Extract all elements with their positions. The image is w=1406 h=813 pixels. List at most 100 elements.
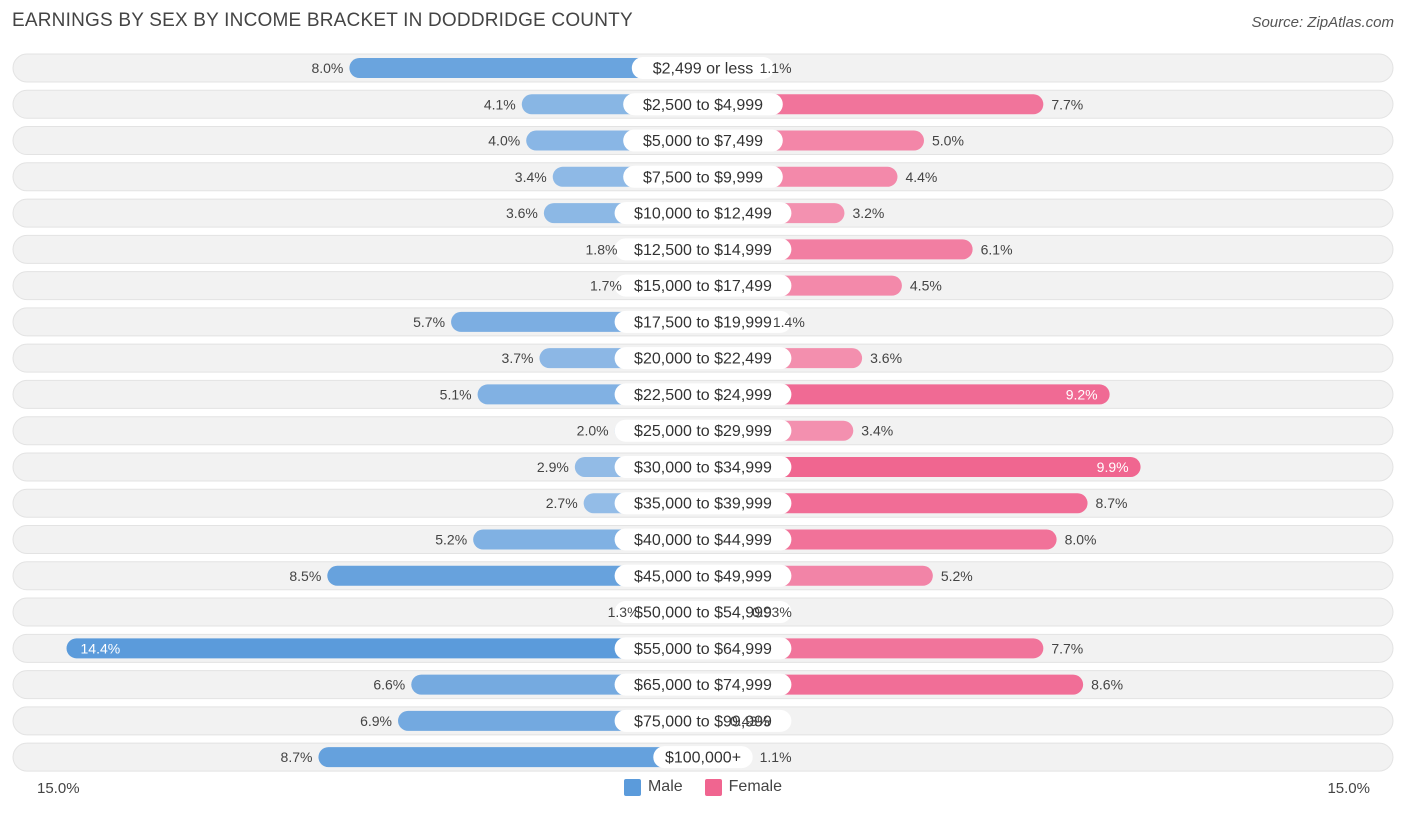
value-label-male: 2.0% <box>577 423 609 439</box>
value-label-male: 8.0% <box>311 60 343 76</box>
category-label: $45,000 to $49,999 <box>634 568 772 585</box>
category-label-pill <box>614 637 792 660</box>
value-label-male: 6.6% <box>373 677 405 693</box>
value-label-male: 3.4% <box>515 169 547 185</box>
category-label: $12,500 to $14,999 <box>634 242 772 259</box>
category-label-pill <box>614 202 792 225</box>
category-label: $65,000 to $74,999 <box>634 677 772 694</box>
value-label-female: 9.2% <box>1066 386 1098 402</box>
value-label-female: 7.7% <box>1051 96 1083 112</box>
value-label-female: 0.93% <box>752 604 792 620</box>
value-label-female: 3.6% <box>870 350 902 366</box>
value-label-female: 3.4% <box>861 423 893 439</box>
value-label-female: 9.9% <box>1097 459 1129 475</box>
category-label: $10,000 to $12,499 <box>634 206 772 223</box>
value-label-female: 4.4% <box>905 169 937 185</box>
bar-female <box>703 529 1057 550</box>
category-label-pill <box>614 274 792 297</box>
category-label: $7,500 to $9,999 <box>643 169 763 186</box>
category-label: $55,000 to $64,999 <box>634 641 772 658</box>
value-label-male: 5.1% <box>440 386 472 402</box>
value-label-female: 0.43% <box>730 713 770 729</box>
category-label-pill <box>623 93 783 116</box>
bar-female <box>703 674 1084 695</box>
category-label: $35,000 to $39,999 <box>634 496 772 513</box>
value-label-male: 1.8% <box>586 241 618 257</box>
bar-male <box>327 565 703 586</box>
value-label-female: 5.0% <box>932 133 964 149</box>
value-label-male: 5.2% <box>435 532 467 548</box>
value-label-male: 8.5% <box>289 568 321 584</box>
category-label: $2,499 or less <box>653 61 754 78</box>
category-label-pill <box>614 419 792 442</box>
category-label: $22,500 to $24,999 <box>634 387 772 404</box>
category-label-pill <box>614 455 792 478</box>
category-label-pill <box>614 564 792 587</box>
category-label-pill <box>614 673 792 696</box>
category-label: $5,000 to $7,499 <box>643 133 763 150</box>
value-label-female: 7.7% <box>1051 640 1083 656</box>
bar-male <box>66 638 703 659</box>
value-label-male: 4.1% <box>484 96 516 112</box>
category-label-pill <box>653 746 753 769</box>
legend-label-male: Male <box>647 778 683 795</box>
legend-swatch-female <box>704 778 722 796</box>
category-label: $2,500 to $4,999 <box>643 97 763 114</box>
category-label-pill <box>623 129 783 152</box>
category-label-pill <box>614 528 792 551</box>
value-label-female: 4.5% <box>910 278 942 294</box>
value-label-female: 8.7% <box>1096 495 1128 511</box>
value-label-male: 14.4% <box>81 640 121 656</box>
value-label-female: 1.4% <box>773 314 805 330</box>
category-label: $50,000 to $54,999 <box>634 605 772 622</box>
category-label: $20,000 to $22,499 <box>634 351 772 368</box>
value-label-male: 3.7% <box>502 350 534 366</box>
category-label-pill <box>614 601 792 624</box>
value-label-female: 8.6% <box>1091 677 1123 693</box>
category-label-pill <box>631 57 775 79</box>
value-label-female: 8.0% <box>1065 532 1097 548</box>
bar-female <box>703 456 1141 477</box>
bar-female <box>703 384 1110 405</box>
legend-label-female: Female <box>728 778 783 795</box>
category-label-pill <box>614 347 792 370</box>
value-label-female: 1.1% <box>760 749 792 765</box>
category-label: $15,000 to $17,499 <box>634 278 772 295</box>
chart-title: EARNINGS BY SEX BY INCOME BRACKET IN DOD… <box>12 10 633 31</box>
category-label-pill <box>623 165 783 188</box>
axis-right-label: 15.0% <box>1327 780 1370 797</box>
bar-male <box>318 747 703 768</box>
bar-female <box>703 94 1044 115</box>
category-label-pill <box>614 238 792 261</box>
category-label: $30,000 to $34,999 <box>634 459 772 476</box>
value-label-female: 1.1% <box>760 60 792 76</box>
source-label: Source: ZipAtlas.com <box>1251 14 1394 31</box>
value-label-male: 5.7% <box>413 314 445 330</box>
value-label-male: 8.7% <box>281 749 313 765</box>
legend-swatch-male <box>623 778 641 796</box>
legend: Male Female <box>0 778 1406 796</box>
category-label: $40,000 to $44,999 <box>634 532 772 549</box>
value-label-female: 5.2% <box>941 568 973 584</box>
legend-item-male[interactable]: Male <box>623 778 683 796</box>
value-label-male: 3.6% <box>506 205 538 221</box>
value-label-male: 6.9% <box>360 713 392 729</box>
axis-left-label: 15.0% <box>37 780 80 797</box>
value-label-male: 1.7% <box>590 278 622 294</box>
value-label-female: 6.1% <box>981 241 1013 257</box>
category-label-pill <box>614 709 792 732</box>
value-label-male: 1.3% <box>608 604 640 620</box>
value-label-female: 3.2% <box>852 205 884 221</box>
category-label: $100,000+ <box>665 750 741 767</box>
category-label-pill <box>614 310 792 333</box>
bar-male <box>349 58 703 78</box>
category-label-pill <box>614 383 792 406</box>
category-label: $25,000 to $29,999 <box>634 423 772 440</box>
value-label-male: 4.0% <box>488 133 520 149</box>
category-label: $75,000 to $99,999 <box>634 713 772 730</box>
value-label-male: 2.7% <box>546 495 578 511</box>
value-label-male: 2.9% <box>537 459 569 475</box>
category-label-pill <box>614 492 792 515</box>
legend-item-female[interactable]: Female <box>704 778 783 796</box>
